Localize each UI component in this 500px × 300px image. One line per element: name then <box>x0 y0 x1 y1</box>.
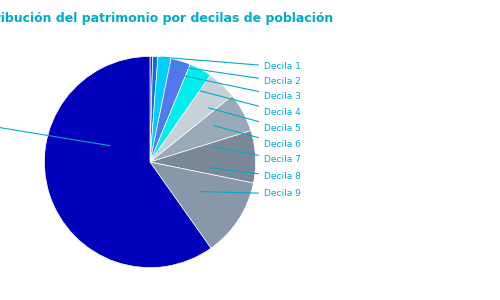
Title: Distribución del patrimonio por decilas de población: Distribución del patrimonio por decilas … <box>0 12 333 25</box>
Wedge shape <box>150 75 232 162</box>
Text: Decila 8: Decila 8 <box>210 168 301 181</box>
Wedge shape <box>150 58 190 162</box>
Text: Decila 10: Decila 10 <box>0 117 110 146</box>
Wedge shape <box>44 56 211 268</box>
Wedge shape <box>150 130 256 183</box>
Wedge shape <box>150 64 210 162</box>
Text: Decila 9: Decila 9 <box>202 189 301 198</box>
Wedge shape <box>150 96 251 162</box>
Text: Decila 5: Decila 5 <box>208 108 301 133</box>
Wedge shape <box>150 56 152 162</box>
Text: Decila 3: Decila 3 <box>184 76 301 101</box>
Text: Decila 1: Decila 1 <box>161 57 301 71</box>
Wedge shape <box>150 57 171 162</box>
Wedge shape <box>150 162 254 248</box>
Text: Decila 6: Decila 6 <box>214 126 301 148</box>
Text: Decila 7: Decila 7 <box>213 147 301 164</box>
Text: Decila 4: Decila 4 <box>200 91 301 117</box>
Wedge shape <box>150 56 158 162</box>
Text: Decila 2: Decila 2 <box>170 65 301 86</box>
